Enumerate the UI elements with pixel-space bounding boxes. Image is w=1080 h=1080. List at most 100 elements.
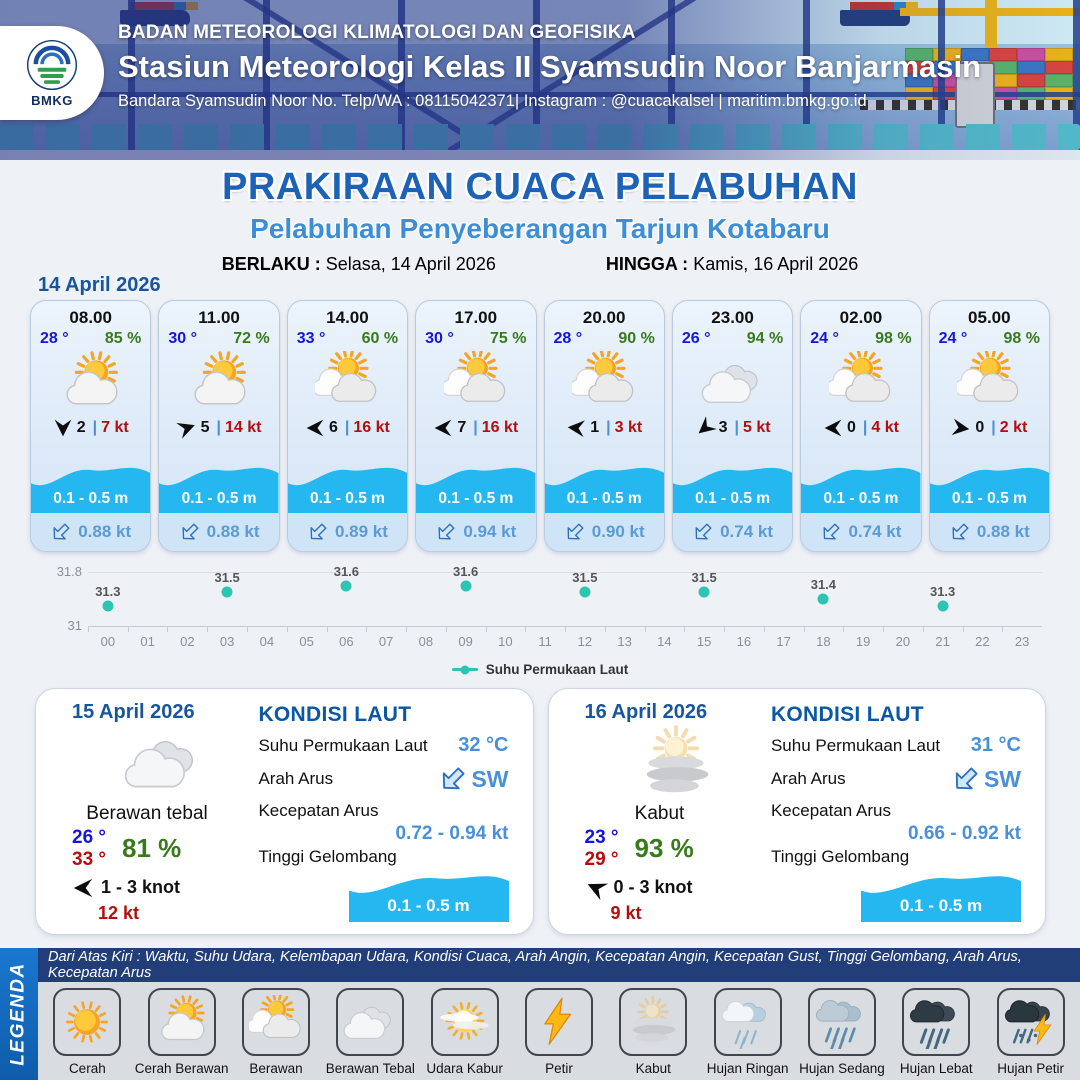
wave-icon <box>31 467 151 513</box>
wave-height: 0.1 - 0.5 m <box>951 490 1027 507</box>
legend-item: Hujan Lebat <box>891 988 981 1076</box>
x-axis-tick <box>604 626 606 632</box>
berawan-icon <box>545 350 664 416</box>
wind-separator: | <box>606 419 611 436</box>
air-temperature: 30 ° <box>425 330 454 347</box>
wave-icon <box>544 467 664 513</box>
forecast-card: 14.00 33 ° 60 % 6 | 16 kt 0.1 - 0.5 m 0.… <box>286 300 409 552</box>
cerah-berawan-icon <box>155 995 209 1049</box>
current-row: 0.88 kt <box>159 513 279 551</box>
temp-max: 33 ° <box>72 848 107 870</box>
legend-description: Dari Atas Kiri : Waktu, Suhu Udara, Kele… <box>38 948 1080 982</box>
data-point <box>221 586 233 598</box>
legend-items-row: Cerah Cerah Berawan Berawan Berawan Teba… <box>38 982 1080 1080</box>
legend-item-label: Udara Kabur <box>426 1061 503 1076</box>
sst-chart: 31.8 31 00 01 02 03 04 05 06 07 08 09 10 11 12 13 14 15 16… <box>30 558 1050 686</box>
bmkg-logo: BMKG <box>0 26 104 120</box>
kabut-icon <box>626 995 680 1049</box>
current-direction-icon <box>952 523 969 540</box>
x-axis-tick <box>326 626 328 632</box>
day-card: 16 April 2026 Kabut 23 ° 29 ° 93 % 0 - 3… <box>547 688 1046 935</box>
x-axis-label: 16 <box>736 634 752 649</box>
x-axis-tick <box>127 626 129 632</box>
x-axis-tick <box>843 626 845 632</box>
wave-height-band: 0.1 - 0.5 m <box>348 869 509 922</box>
temp-min: 26 ° <box>72 827 107 848</box>
wind-speed-min: 0 <box>975 419 985 436</box>
wave-icon <box>861 876 1021 922</box>
wind-row: 7 | 16 kt <box>416 418 535 438</box>
wave-icon <box>929 467 1049 513</box>
current-speed: 0.94 kt <box>463 522 517 541</box>
kondisi-laut-heading: KONDISI LAUT <box>770 703 924 726</box>
wave-height: 0.1 - 0.5 m <box>387 896 470 915</box>
wave-icon <box>287 467 408 513</box>
forecast-card: 20.00 28 ° 90 % 1 | 3 kt 0.1 - 0.5 m 0.9… <box>543 300 665 552</box>
data-point-label: 31.4 <box>810 577 837 592</box>
tinggi-gelombang-label: Tinggi Gelombang <box>258 847 397 866</box>
x-axis-tick <box>405 626 407 632</box>
x-axis-label: 20 <box>895 634 911 649</box>
arah-arus-value: SW <box>983 765 1021 792</box>
x-axis-label: 09 <box>458 634 473 649</box>
org-name: BADAN METEOROLOGI KLIMATOLOGI DAN GEOFIS… <box>118 22 636 43</box>
kondisi-laut-heading: KONDISI LAUT <box>258 703 412 726</box>
current-speed: 0.74 kt <box>848 522 902 541</box>
wind-gust: 16 kt <box>481 419 519 436</box>
current-row: 0.89 kt <box>287 513 408 551</box>
legend-item: Kabut <box>608 988 698 1076</box>
legend-icon-box <box>996 988 1065 1056</box>
wave-height-band: 0.1 - 0.5 m <box>544 459 664 513</box>
air-temperature: 30 ° <box>168 330 198 347</box>
wind-speed-min: 3 <box>718 419 728 436</box>
wind-direction-icon <box>306 419 324 437</box>
forecast-time: 05.00 <box>968 308 1011 327</box>
wave-height: 0.1 - 0.5 m <box>181 490 257 507</box>
air-temperature: 24 ° <box>810 330 839 347</box>
petir-icon <box>532 995 586 1049</box>
data-point <box>102 600 114 612</box>
x-axis-tick <box>684 626 686 632</box>
current-direction-icon <box>955 767 978 790</box>
air-temperature: 33 ° <box>296 330 326 347</box>
wave-height: 0.1 - 0.5 m <box>309 490 385 507</box>
cerah-berawan-icon <box>159 350 278 416</box>
temp-max: 29 ° <box>584 848 619 870</box>
forecast-card: 02.00 24 ° 98 % 0 | 4 kt 0.1 - 0.5 m 0.7… <box>800 300 922 552</box>
current-row: 0.94 kt <box>416 513 536 551</box>
x-axis-label: 11 <box>538 634 552 649</box>
station-name: Stasiun Meteorologi Kelas II Syamsudin N… <box>118 49 982 84</box>
legend-icon-box <box>807 988 876 1056</box>
day-date: 15 April 2026 <box>72 701 195 723</box>
x-axis-label: 04 <box>259 634 275 649</box>
wind-row: 3 | 5 kt <box>673 416 792 438</box>
sst-value: 32 °C <box>458 734 509 756</box>
x-axis-label: 07 <box>378 634 394 649</box>
humidity: 94 % <box>746 330 784 347</box>
berawan-icon <box>248 995 303 1049</box>
x-axis-label: 14 <box>657 634 672 649</box>
wind-row: 6 | 16 kt <box>288 418 407 438</box>
gust-speed: 12 kt <box>98 902 140 923</box>
legend-icon-box <box>619 988 688 1056</box>
contact-line: Bandara Syamsudin Noor No. Telp/WA : 081… <box>118 92 867 110</box>
x-axis-label: 22 <box>975 634 990 649</box>
wind-direction-icon <box>435 419 452 437</box>
wind-speed-min: 5 <box>200 419 210 436</box>
wave-height: 0.1 - 0.5 m <box>823 490 899 507</box>
current-row: 0.74 kt <box>801 513 921 551</box>
wind-gust: 2 kt <box>999 419 1028 436</box>
current-direction-icon <box>695 523 712 540</box>
legend-icon-box <box>430 988 499 1056</box>
legend-vertical-label: LEGENDA <box>8 962 29 1066</box>
forecast-card: 17.00 30 ° 75 % 7 | 16 kt 0.1 - 0.5 m 0.… <box>415 300 537 552</box>
forecast-card: 08.00 28 ° 85 % 2 | 7 kt 0.1 - 0.5 m 0.8… <box>30 300 152 552</box>
x-axis-label: 23 <box>1014 634 1030 649</box>
x-axis-tick <box>763 626 765 632</box>
data-point <box>460 580 472 591</box>
x-axis-label: 00 <box>100 634 116 649</box>
current-row: 0.74 kt <box>672 513 793 551</box>
berawan-tebal-icon <box>673 350 792 416</box>
wind-speed-min: 7 <box>457 419 467 436</box>
legend-icon-box <box>336 988 405 1056</box>
